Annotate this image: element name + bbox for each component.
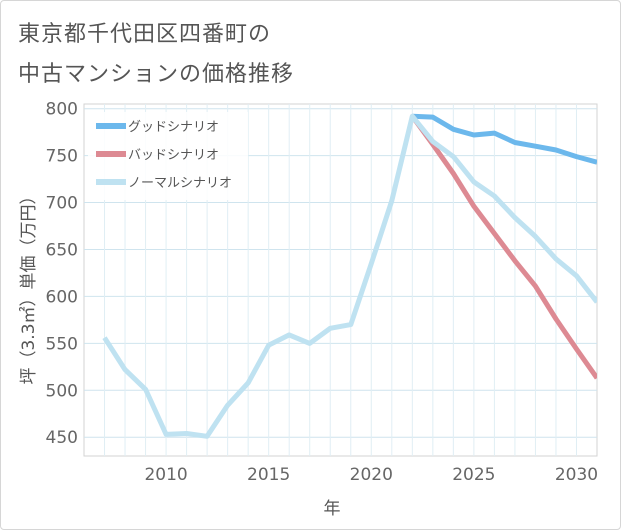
y-tick-label: 700 [46, 194, 78, 214]
plot-area [83, 103, 598, 457]
chart-title-line2: 中古マンションの価格推移 [18, 62, 295, 87]
y-tick-label: 500 [46, 381, 78, 401]
y-tick-label: 600 [46, 287, 78, 307]
legend-label-1: バッドシナリオ [128, 148, 219, 163]
y-tick-label: 450 [46, 428, 78, 448]
legend-label-2: ノーマルシナリオ [128, 176, 232, 191]
line-layer [102, 113, 597, 439]
y-tick-label: 650 [46, 240, 78, 260]
series-line-2 [102, 113, 597, 439]
legend-label-0: グッドシナリオ [128, 120, 219, 135]
x-axis-label: 年 [324, 499, 341, 519]
y-tick-label: 800 [46, 100, 78, 120]
series-line-1 [410, 114, 597, 380]
y-axis-label: 坪（3.3㎡）単価（万円） [19, 187, 39, 384]
chart-title-line1: 東京都千代田区四番町の [18, 22, 272, 47]
x-tick-label: 2030 [555, 465, 598, 485]
y-tick-label: 750 [46, 147, 78, 167]
x-tick-label: 2025 [452, 465, 495, 485]
x-tick-label: 2015 [247, 465, 290, 485]
tick-layer: 450 500 550 600 650 700 750 800 2010 2015 2020 2025… [46, 100, 599, 485]
x-tick-label: 2010 [144, 465, 187, 485]
x-tick-label: 2020 [350, 465, 393, 485]
series-line-0 [412, 113, 597, 165]
y-tick-label: 550 [46, 334, 78, 354]
